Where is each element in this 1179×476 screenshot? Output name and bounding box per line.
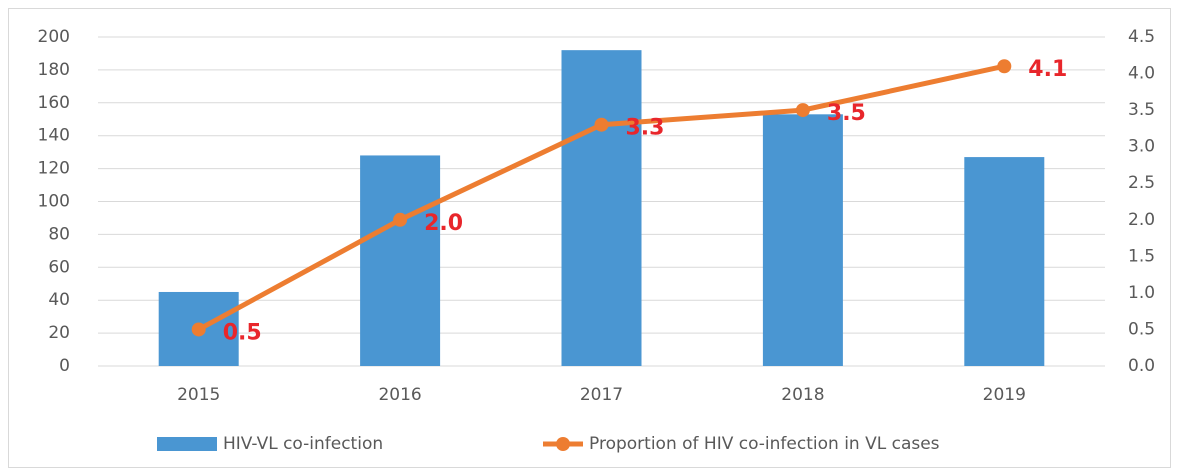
x-tick-label: 2019	[983, 385, 1026, 405]
line-point	[594, 117, 609, 132]
data-label: 3.5	[827, 101, 866, 126]
y-tick-label: 40	[48, 290, 70, 310]
y2-tick-label: 1.5	[1128, 246, 1155, 266]
y-tick-label: 140	[38, 126, 70, 146]
legend-marker	[556, 437, 570, 451]
y2-tick-label: 0.5	[1128, 319, 1155, 339]
x-tick-label: 2015	[177, 385, 220, 405]
bar	[762, 114, 843, 366]
line-point	[191, 322, 206, 337]
y-tick-label: 160	[38, 93, 70, 113]
y-tick-label: 20	[48, 323, 70, 343]
legend-label: HIV-VL co-infection	[223, 434, 383, 454]
x-tick-label: 2016	[378, 385, 421, 405]
y-tick-label: 100	[38, 192, 70, 212]
data-label: 0.5	[223, 320, 262, 345]
y-tick-label: 200	[38, 27, 70, 47]
y-tick-label: 180	[38, 60, 70, 80]
line-point	[795, 103, 810, 118]
data-label: 3.3	[626, 116, 665, 141]
y2-tick-label: 0.0	[1128, 356, 1155, 376]
y2-tick-label: 1.0	[1128, 283, 1155, 303]
y2-tick-label: 2.5	[1128, 173, 1155, 193]
y2-tick-label: 2.0	[1128, 210, 1155, 230]
bar	[561, 50, 642, 366]
x-tick-label: 2017	[580, 385, 623, 405]
data-label: 2.0	[424, 211, 463, 236]
bar	[360, 155, 441, 366]
y2-tick-label: 3.5	[1128, 100, 1155, 120]
y2-tick-label: 4.0	[1128, 64, 1155, 84]
y-tick-label: 120	[38, 159, 70, 179]
bar	[964, 157, 1045, 366]
y2-tick-label: 3.0	[1128, 137, 1155, 157]
line-point	[997, 59, 1012, 74]
data-label: 4.1	[1028, 57, 1067, 82]
legend-swatch	[157, 437, 217, 451]
y-tick-label: 60	[48, 257, 70, 277]
legend-label: Proportion of HIV co-infection in VL cas…	[589, 434, 940, 454]
y2-tick-label: 4.5	[1128, 27, 1155, 47]
y-tick-label: 0	[59, 356, 70, 376]
y-tick-label: 80	[48, 224, 70, 244]
line-point	[393, 212, 408, 227]
x-tick-label: 2018	[781, 385, 824, 405]
